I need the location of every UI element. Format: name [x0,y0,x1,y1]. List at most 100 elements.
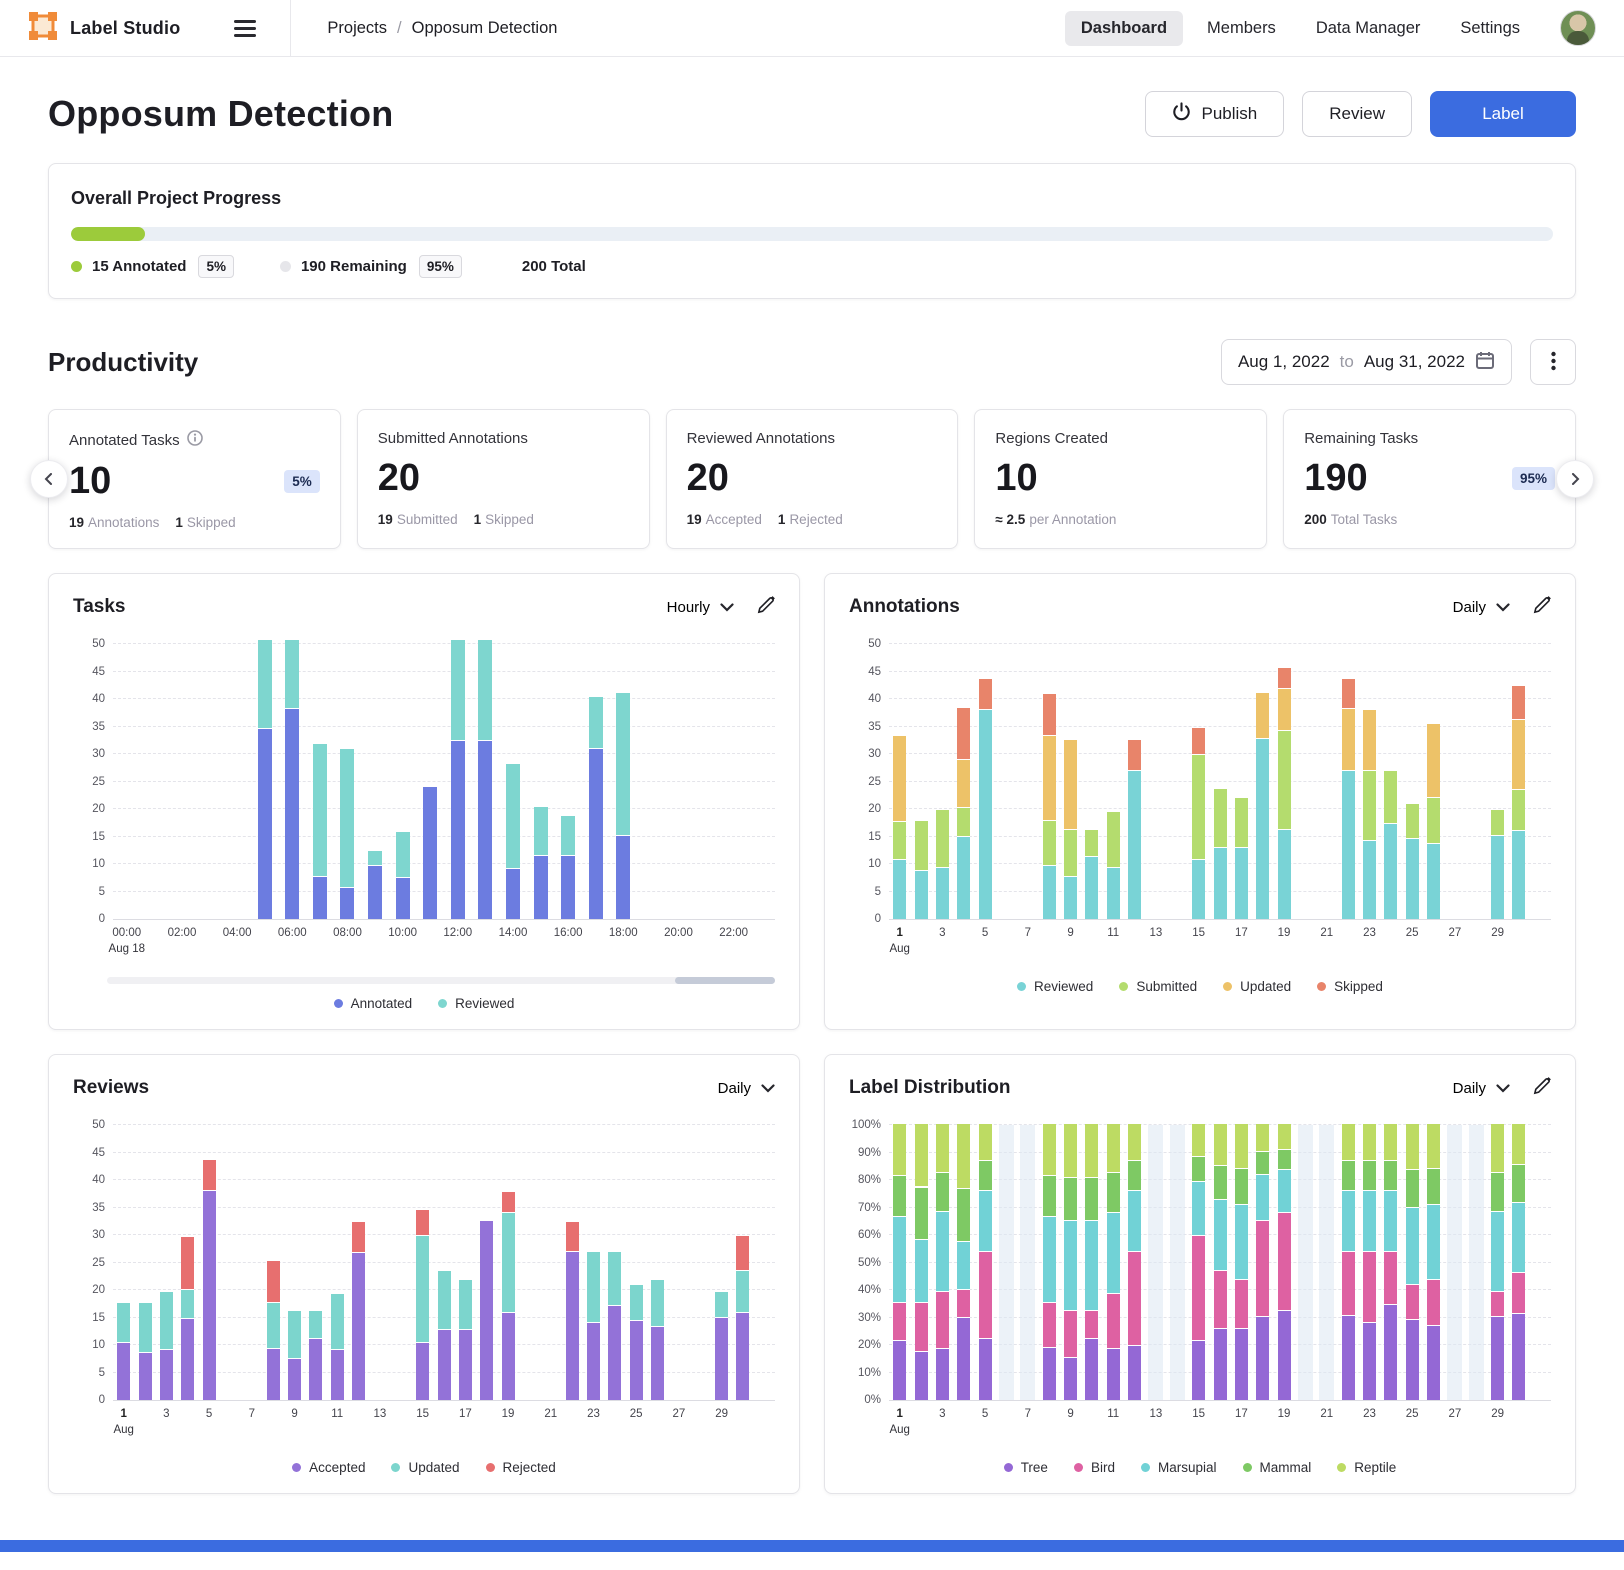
x-tick-label: 20:00 [664,927,693,939]
x-tick-label: 21 [1320,927,1334,939]
reviews-title: Reviews [73,1077,150,1098]
label-distribution-chart-card: Label Distribution Daily 0% 10% 20% 30% 40% 50%… [824,1054,1576,1494]
x-tick-label: 27 [672,1408,686,1420]
reviews-legend: Accepted Updated Rejected [73,1460,775,1475]
legend-label: Updated [1240,979,1292,994]
breadcrumb-projects[interactable]: Projects [327,18,388,37]
hamburger-menu-icon[interactable] [228,10,262,47]
publish-button[interactable]: Publish [1145,91,1285,137]
reviews-bar-8-accepted [266,1348,280,1400]
x-tick-label: 7 [1024,927,1031,939]
y-tick-label: 5 [98,885,105,898]
label-distribution-bar-10-tree [1085,1338,1099,1400]
annotations-bar-5-reviewed [978,709,992,919]
legend-item-reviewed: Reviewed [1017,979,1093,994]
progress-title: Overall Project Progress [71,188,282,208]
more-options-button[interactable] [1530,339,1576,385]
annotations-bar-25-submitted [1405,803,1419,839]
reviews-bar-17-accepted [458,1330,472,1400]
label-distribution-bar-9-reptile [1064,1124,1078,1179]
x-tick-label: 14:00 [498,927,528,939]
stat-card-submitted-annotations: Submitted Annotations 20 19 Submitted 1 Skipp… [356,409,650,549]
label-distribution-bar-11-bird [1106,1294,1120,1349]
user-avatar[interactable] [1560,10,1596,46]
reviews-bar-30-accepted [736,1312,750,1400]
date-range-picker[interactable]: Aug 1, 2022 to Aug 31, 2022 [1220,339,1512,385]
annotations-bar-4-submitted [957,808,971,837]
x-tick-label: 7 [1024,1408,1031,1420]
y-tick-label: 25 [92,775,105,788]
tasks-edit-button[interactable] [756,596,775,618]
reviews-bar-5-rejected [202,1159,216,1191]
legend-item-skipped: Skipped [1317,979,1383,994]
annotations-bar-5-skipped [978,678,992,710]
pencil-icon [1532,1077,1551,1099]
tasks-interval-select[interactable]: Hourly [667,599,734,616]
x-tick-label: 25 [1405,1408,1419,1420]
stat-card-footer: 19 Annotations 1 Skipped [69,515,320,530]
x-tick-label: 21 [544,1408,558,1420]
reviews-bar-8-rejected [266,1260,280,1304]
annotations-bar-8-submitted [1042,821,1056,867]
legend-dot [438,999,448,1008]
label-distribution-bar-25-marsupial [1405,1208,1419,1286]
annotations-legend: Reviewed Submitted Updated Skipped [849,979,1551,994]
tasks-header: Tasks Hourly [73,596,775,618]
stat-card-annotated-tasks: Annotated Tasks 10 5% 19 Annotations 1 Skipped [48,409,341,549]
stat-card-value: 10 [69,460,112,502]
carousel-right-button[interactable] [1556,460,1594,498]
y-tick-label: 0% [864,1394,881,1406]
y-tick-label: 60% [857,1229,881,1241]
reviews-bar-15-accepted [416,1342,430,1400]
carousel-left-button[interactable] [30,460,68,498]
page-title: Opposum Detection [48,93,394,134]
reviews-interval-select[interactable]: Daily [718,1080,775,1097]
y-tick-label: 35 [92,720,105,733]
tasks-bar-14-reviewed [505,764,520,870]
y-tick-label: 15 [868,830,881,843]
y-tick-label: 5 [874,885,881,898]
y-tick-label: 20 [92,803,105,815]
footer-accent-strip [0,1540,1624,1552]
nav-settings[interactable]: Settings [1444,11,1536,46]
label-distribution-bar-2-mammal [914,1187,928,1241]
legend-dot [1337,1463,1347,1472]
legend-item-mammal: Mammal [1242,1460,1311,1475]
reviews-bar-19-rejected [501,1191,515,1213]
chevron-down-icon [1496,1080,1510,1097]
annotations-bar-18-updated [1256,693,1270,740]
y-tick-label: 50 [868,638,881,650]
stat-footer-item: 200 Total Tasks [1304,512,1398,527]
label-distribution-title: Label Distribution [849,1077,1011,1098]
y-tick-label: 40 [92,693,105,705]
tasks-bar-10-annotated [395,877,410,919]
nav-data-manager[interactable]: Data Manager [1300,11,1437,46]
label-distribution-bar-3-mammal [935,1172,949,1213]
annotations-interval-select[interactable]: Daily [1453,599,1510,616]
annotations-edit-button[interactable] [1532,596,1551,618]
label-distribution-edit-button[interactable] [1532,1077,1551,1099]
info-icon[interactable] [186,430,203,450]
label-distribution-bar-17-mammal [1234,1169,1248,1205]
reviews-bar-12-rejected [352,1221,366,1253]
tasks-scrollbar-thumb[interactable] [674,977,775,984]
label-distribution-plot: 0% 10% 20% 30% 40% 50% 60% 70% 80% 90% 100% [852,1119,1551,1406]
reviews-bar-25-updated [629,1285,643,1322]
x-tick-label: 15 [1192,927,1206,939]
stat-card-title: Annotated Tasks [69,430,320,450]
annotations-bar-8-skipped [1042,694,1056,736]
nav-dashboard[interactable]: Dashboard [1064,10,1184,46]
remaining-dot [279,261,291,272]
annotations-bar-24-reviewed [1384,824,1398,919]
reviews-interval-value: Daily [717,1079,751,1097]
review-button[interactable]: Review [1302,91,1412,137]
x-tick-label: 19 [1277,927,1291,939]
label-distribution-interval-select[interactable]: Daily [1453,1080,1510,1097]
label-distribution-bar-29-reptile [1491,1124,1505,1174]
nav-members[interactable]: Members [1191,11,1292,46]
annotations-bar-1-submitted [893,821,907,860]
annotations-plot: 0 5 10 15 20 25 30 35 40 45 50 [868,638,1551,925]
stat-card-badge: 5% [284,470,320,493]
label-button[interactable]: Label [1430,91,1576,137]
y-tick-label: 45 [92,1146,105,1159]
